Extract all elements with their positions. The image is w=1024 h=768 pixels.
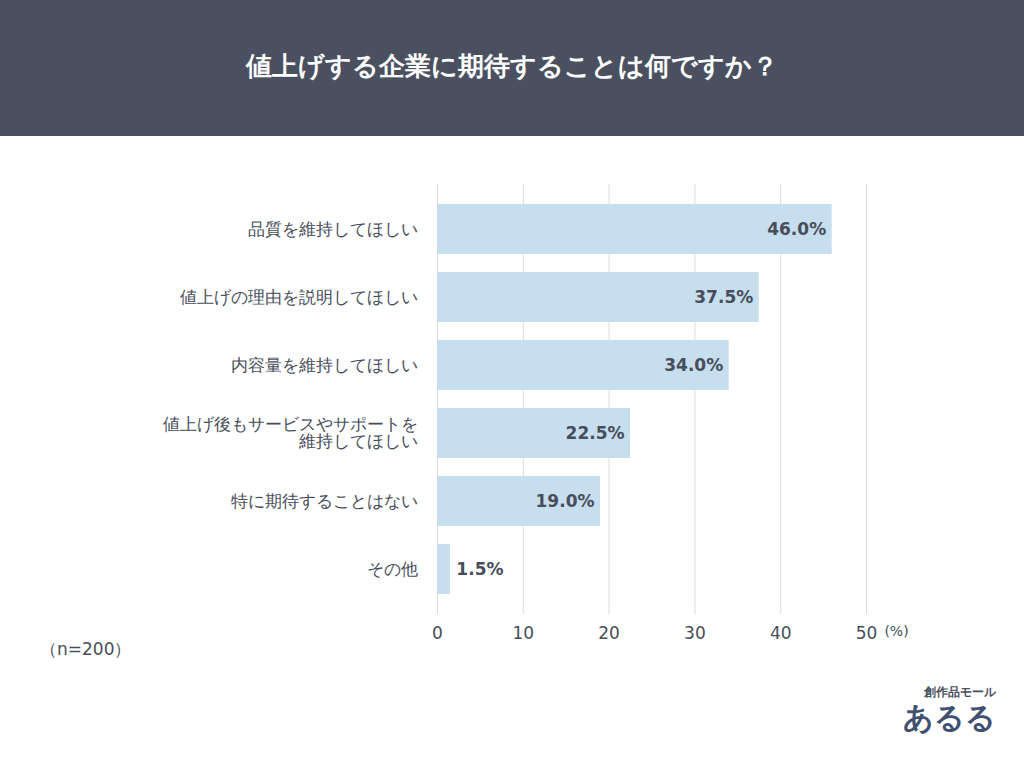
html-text:あるる: あるる <box>903 700 996 735</box>
svg-text:37.5%: 37.5% <box>694 287 753 307</box>
svg-text:30: 30 <box>684 623 706 643</box>
svg-text:1.5%: 1.5% <box>456 559 503 579</box>
html-text:（n=200）: （n=200） <box>40 639 132 659</box>
svg-text:40: 40 <box>770 623 792 643</box>
svg-text:(%): (%) <box>884 623 908 639</box>
svg-text:46.0%: 46.0% <box>767 219 826 239</box>
svg-text:品質を維持してほしい: 品質を維持してほしい <box>248 219 418 239</box>
svg-text:20: 20 <box>598 623 620 643</box>
svg-text:0: 0 <box>432 623 443 643</box>
svg-text:その他: その他 <box>367 559 418 579</box>
svg-text:22.5%: 22.5% <box>566 423 625 443</box>
svg-text:19.0%: 19.0% <box>536 491 595 511</box>
svg-text:内容量を維持してほしい: 内容量を維持してほしい <box>231 355 418 375</box>
svg-text:値上げ後もサービスやサポートを維持してほしい: 値上げ後もサービスやサポートを維持してほしい <box>163 414 418 451</box>
svg-text:10: 10 <box>512 623 534 643</box>
svg-text:値上げの理由を説明してほしい: 値上げの理由を説明してほしい <box>180 287 418 307</box>
svg-text:特に期待することはない: 特に期待することはない <box>231 491 418 511</box>
html-text:創作品モール: 創作品モール <box>924 685 996 699</box>
svg-text:34.0%: 34.0% <box>664 355 723 375</box>
html-text:値上げする企業に期待することは何ですか？: 値上げする企業に期待することは何ですか？ <box>246 50 778 81</box>
svg-text:50: 50 <box>856 623 878 643</box>
